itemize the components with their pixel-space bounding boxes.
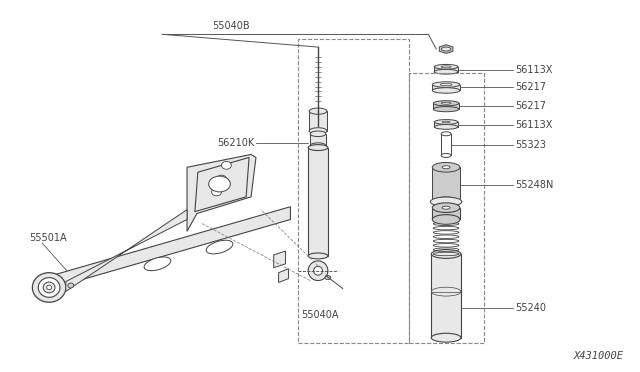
Text: 55248N: 55248N bbox=[515, 180, 554, 189]
Ellipse shape bbox=[325, 276, 331, 280]
Ellipse shape bbox=[314, 266, 323, 275]
Ellipse shape bbox=[310, 143, 326, 148]
Bar bbox=[310, 134, 326, 145]
Ellipse shape bbox=[431, 333, 461, 342]
Ellipse shape bbox=[431, 287, 461, 296]
Ellipse shape bbox=[47, 285, 52, 290]
Bar bbox=[308, 148, 328, 256]
Ellipse shape bbox=[442, 47, 451, 51]
Ellipse shape bbox=[435, 64, 458, 69]
Ellipse shape bbox=[308, 145, 328, 151]
Ellipse shape bbox=[441, 132, 451, 136]
Ellipse shape bbox=[432, 88, 460, 93]
Bar bbox=[431, 254, 461, 338]
Ellipse shape bbox=[43, 282, 55, 293]
Ellipse shape bbox=[440, 83, 452, 86]
Ellipse shape bbox=[435, 120, 458, 124]
Ellipse shape bbox=[430, 197, 462, 206]
Bar bbox=[432, 167, 460, 202]
Ellipse shape bbox=[432, 197, 460, 206]
Ellipse shape bbox=[206, 240, 233, 254]
Ellipse shape bbox=[442, 121, 450, 123]
Polygon shape bbox=[187, 154, 256, 231]
Text: 56113X: 56113X bbox=[515, 120, 552, 130]
Ellipse shape bbox=[432, 163, 460, 172]
Ellipse shape bbox=[221, 161, 231, 169]
Ellipse shape bbox=[433, 101, 459, 106]
Bar bbox=[435, 122, 458, 127]
Ellipse shape bbox=[309, 108, 327, 114]
Ellipse shape bbox=[212, 188, 221, 196]
Bar bbox=[441, 134, 451, 155]
Ellipse shape bbox=[441, 102, 451, 104]
Ellipse shape bbox=[144, 257, 171, 271]
Text: 55040B: 55040B bbox=[212, 21, 250, 31]
Ellipse shape bbox=[442, 206, 450, 209]
Ellipse shape bbox=[33, 273, 66, 302]
Text: 56217: 56217 bbox=[515, 101, 546, 111]
Ellipse shape bbox=[441, 154, 451, 157]
Bar bbox=[432, 84, 460, 90]
Ellipse shape bbox=[431, 250, 461, 259]
Ellipse shape bbox=[432, 82, 460, 87]
Ellipse shape bbox=[68, 283, 74, 288]
Ellipse shape bbox=[308, 261, 328, 280]
Bar bbox=[433, 219, 459, 254]
Ellipse shape bbox=[435, 69, 458, 74]
Bar bbox=[298, 39, 409, 343]
Bar bbox=[409, 73, 484, 343]
Polygon shape bbox=[195, 157, 249, 212]
Bar bbox=[435, 67, 458, 72]
Text: 55240: 55240 bbox=[515, 304, 546, 313]
Ellipse shape bbox=[308, 253, 328, 259]
Bar bbox=[309, 111, 327, 131]
Bar bbox=[433, 103, 459, 109]
Text: 55040A: 55040A bbox=[301, 310, 339, 320]
Ellipse shape bbox=[38, 278, 60, 297]
Text: 55501A: 55501A bbox=[29, 233, 67, 243]
Ellipse shape bbox=[216, 175, 227, 183]
Polygon shape bbox=[66, 210, 187, 291]
Text: 56210K: 56210K bbox=[217, 138, 254, 148]
Ellipse shape bbox=[432, 203, 460, 212]
Text: 56217: 56217 bbox=[515, 83, 546, 93]
Ellipse shape bbox=[209, 176, 230, 192]
Ellipse shape bbox=[433, 107, 459, 112]
Ellipse shape bbox=[432, 215, 460, 224]
Bar bbox=[432, 208, 460, 219]
Ellipse shape bbox=[442, 166, 450, 169]
Ellipse shape bbox=[310, 131, 326, 137]
Polygon shape bbox=[274, 251, 285, 268]
Polygon shape bbox=[35, 207, 291, 294]
Polygon shape bbox=[278, 269, 289, 283]
Ellipse shape bbox=[441, 66, 451, 68]
Ellipse shape bbox=[435, 125, 458, 129]
Text: 56113X: 56113X bbox=[515, 65, 552, 75]
Text: X431000E: X431000E bbox=[573, 351, 623, 361]
Text: 55323: 55323 bbox=[515, 140, 546, 150]
Ellipse shape bbox=[309, 128, 327, 134]
Polygon shape bbox=[439, 45, 453, 54]
